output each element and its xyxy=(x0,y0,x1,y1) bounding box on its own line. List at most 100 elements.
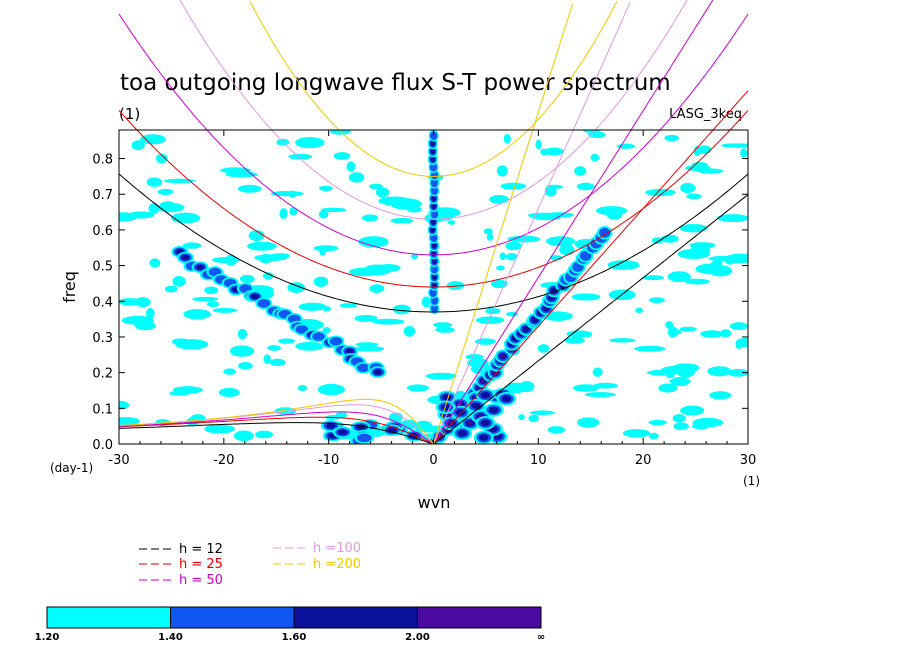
power-speck xyxy=(149,258,161,268)
y-tick-label: 0.0 xyxy=(92,438,113,453)
power-speck xyxy=(435,326,455,333)
power-speck xyxy=(528,414,540,423)
power-cell xyxy=(471,402,481,409)
power-speck xyxy=(289,206,298,216)
power-speck xyxy=(679,326,697,332)
power-speck xyxy=(667,271,691,283)
power-cell xyxy=(430,186,439,195)
power-cell xyxy=(501,395,512,403)
power-speck xyxy=(212,307,238,313)
power-speck xyxy=(204,286,219,295)
power-cell xyxy=(430,304,439,313)
y-tick-label: 0.7 xyxy=(92,188,113,203)
power-cell xyxy=(430,148,436,155)
power-speck xyxy=(607,260,640,270)
power-speck xyxy=(499,252,507,261)
power-cell xyxy=(356,363,370,373)
power-speck xyxy=(496,265,505,271)
power-speck xyxy=(584,392,616,398)
x-tick-label: -20 xyxy=(213,453,234,468)
power-speck xyxy=(355,342,379,347)
y-tick-label: 0.6 xyxy=(92,224,113,239)
power-speck xyxy=(369,284,385,293)
power-speck xyxy=(297,384,308,391)
power-speck xyxy=(353,346,385,352)
power-speck xyxy=(672,414,686,423)
power-speck xyxy=(262,272,274,280)
power-speck xyxy=(606,210,623,220)
power-cell xyxy=(430,227,435,233)
power-speck xyxy=(573,384,599,392)
power-speck xyxy=(446,281,465,290)
power-speck xyxy=(354,314,378,322)
power-speck xyxy=(392,304,411,315)
power-speck xyxy=(667,326,678,338)
colorbar-segment xyxy=(417,606,542,629)
power-speck xyxy=(729,322,748,331)
power-speck xyxy=(547,426,566,434)
power-speck xyxy=(593,382,619,389)
power-speck xyxy=(475,316,505,324)
power-speck xyxy=(171,212,201,224)
power-speck xyxy=(119,400,130,410)
rossby-curve xyxy=(118,398,434,445)
power-speck xyxy=(665,371,675,379)
power-speck xyxy=(544,314,566,321)
power-speck xyxy=(609,338,636,343)
power-cell xyxy=(337,429,348,436)
power-speck xyxy=(218,387,240,397)
power-speck xyxy=(695,263,726,275)
power-speck xyxy=(146,177,163,187)
power-speck xyxy=(486,233,494,241)
power-speck xyxy=(269,253,291,259)
power-cell xyxy=(181,254,190,261)
power-speck xyxy=(707,366,732,377)
power-speck xyxy=(378,196,412,206)
power-speck xyxy=(390,217,414,224)
power-speck xyxy=(535,139,542,150)
x-axis-unit: (1) xyxy=(743,474,760,488)
power-cell xyxy=(329,337,343,346)
power-speck xyxy=(204,424,236,434)
x-axis-label: wvn xyxy=(418,493,451,512)
power-speck xyxy=(689,242,716,249)
power-cell xyxy=(480,419,491,427)
power-speck xyxy=(182,242,202,249)
power-speck xyxy=(233,430,254,442)
dispersion-curve-h200 xyxy=(118,1,618,445)
power-cell xyxy=(431,282,437,288)
power-speck xyxy=(333,152,351,160)
power-speck xyxy=(679,223,708,233)
power-speck xyxy=(121,315,155,325)
power-cell xyxy=(430,178,438,188)
power-speck xyxy=(549,255,563,261)
power-speck xyxy=(505,241,522,251)
rossby-curve xyxy=(118,411,434,445)
power-cell xyxy=(522,325,530,333)
power-cell xyxy=(345,348,354,354)
power-cell xyxy=(431,242,437,249)
power-speck xyxy=(664,134,680,142)
power-speck xyxy=(348,172,365,183)
power-speck xyxy=(211,257,240,264)
power-speck xyxy=(298,302,327,311)
colorbar-label: ∞ xyxy=(537,632,545,643)
power-cell xyxy=(430,170,439,180)
power-speck xyxy=(651,237,664,244)
power-cell xyxy=(250,293,259,300)
power-cell xyxy=(430,209,439,219)
power-speck xyxy=(388,412,403,423)
colorbar-label: 2.00 xyxy=(405,632,430,643)
power-speck xyxy=(322,306,332,312)
power-speck xyxy=(592,367,603,377)
power-speck xyxy=(131,140,145,151)
power-speck xyxy=(684,278,710,285)
power-speck xyxy=(716,214,748,223)
power-cell xyxy=(429,162,438,172)
power-speck xyxy=(506,311,519,317)
power-speck xyxy=(159,201,177,212)
power-speck xyxy=(559,244,575,256)
power-speck xyxy=(670,376,691,387)
colorbar: 1.20 1.40 1.60 2.00 ∞ xyxy=(35,606,545,643)
